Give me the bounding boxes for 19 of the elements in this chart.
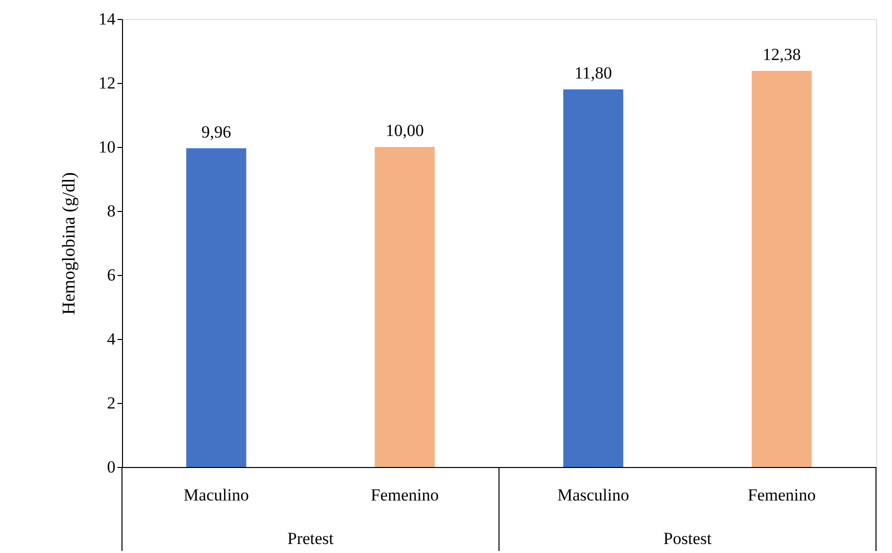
- y-axis-title: Hemoglobina (g/dl): [58, 172, 78, 315]
- x-tick-label: Maculino: [184, 486, 249, 504]
- y-tick-label: 12: [98, 74, 116, 92]
- y-tick-label: 14: [98, 10, 116, 28]
- y-tick-label: 4: [107, 330, 116, 348]
- text: Postest: [663, 529, 712, 548]
- data-label: 12,38: [762, 44, 801, 64]
- text: Pretest: [287, 529, 334, 548]
- data-label: 10,00: [386, 121, 424, 140]
- x-tick-label: Femenino: [748, 486, 816, 504]
- data-label: 11,80: [574, 63, 612, 82]
- y-tick-label: 10: [98, 138, 116, 156]
- x-tick-label: Masculino: [557, 486, 630, 504]
- y-tick-label: 8: [107, 202, 116, 220]
- y-tick-label: 0: [107, 458, 116, 476]
- data-label: 9,96: [201, 122, 232, 142]
- x-tick-label: Femenino: [370, 486, 439, 504]
- y-tick-label: 6: [107, 266, 116, 284]
- y-tick-label: 2: [107, 394, 116, 412]
